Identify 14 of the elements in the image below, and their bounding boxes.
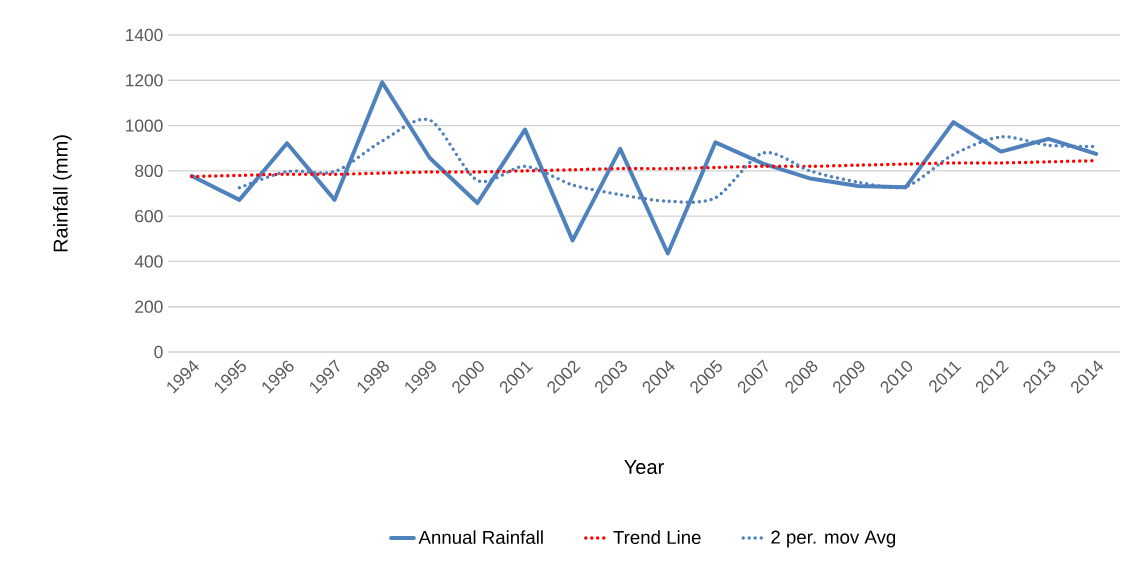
y-tick-label: 200 bbox=[135, 300, 163, 313]
legend-label: Trend Line bbox=[613, 530, 701, 545]
legend-label: 2 per. mov Avg bbox=[771, 530, 896, 548]
legend-label: Annual Rainfall bbox=[418, 530, 543, 545]
y-tick-label: 1000 bbox=[126, 119, 163, 132]
y-tick-label: 0 bbox=[154, 345, 163, 359]
y-tick-label: 400 bbox=[134, 255, 163, 268]
y-tick-label: 1200 bbox=[126, 74, 163, 87]
line-series bbox=[189, 80, 1099, 256]
x-axis-title: Year bbox=[624, 460, 664, 475]
y-tick-label: 800 bbox=[135, 164, 163, 177]
y-tick-label: 600 bbox=[135, 210, 163, 223]
y-tick-label: 1400 bbox=[126, 28, 163, 42]
y-axis-title: Rainfall (mm) bbox=[53, 135, 72, 252]
